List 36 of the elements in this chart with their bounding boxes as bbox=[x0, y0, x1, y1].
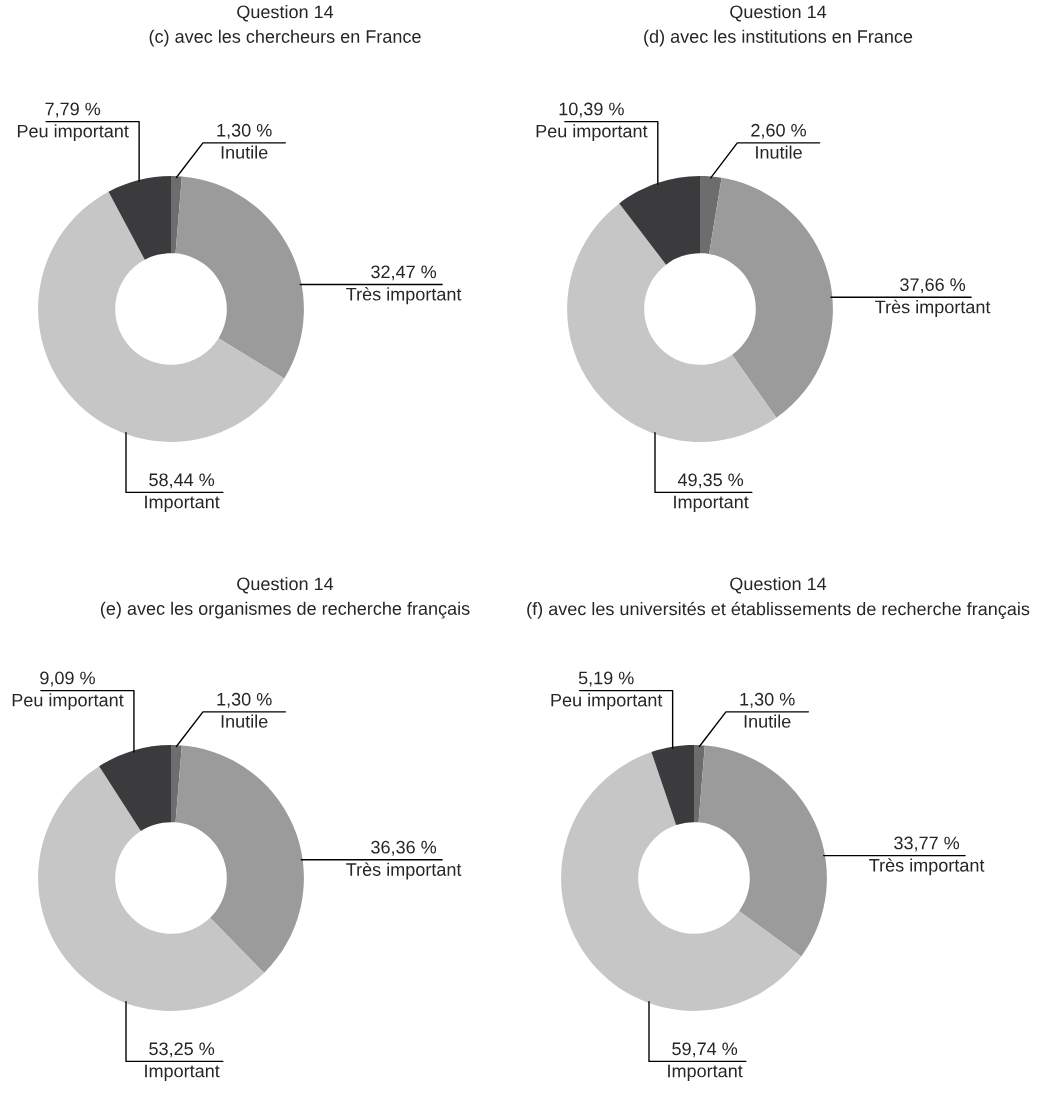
slice-label: Peu important bbox=[536, 124, 648, 142]
data-label: 53,25 % bbox=[149, 1042, 215, 1058]
slice-label: Peu important bbox=[551, 693, 663, 711]
chart-title: Question 14 (f) avec les universités et établissements de recherche français bbox=[527, 577, 1030, 619]
slice-label: Peu important bbox=[12, 693, 124, 711]
data-label: 33,77 % bbox=[894, 836, 960, 852]
slice-label: Très important bbox=[875, 299, 991, 317]
data-label: 59,74 % bbox=[672, 1042, 738, 1058]
chart-title: Question 14 (c) avec les chercheurs en France bbox=[149, 5, 421, 47]
slice-label: Inutile bbox=[744, 714, 791, 728]
data-label: 37,66 % bbox=[900, 278, 966, 294]
slice-label: Important bbox=[145, 1064, 220, 1081]
data-label: 58,44 % bbox=[149, 473, 215, 489]
slice-label: Inutile bbox=[221, 714, 268, 728]
slice-label: Peu important bbox=[17, 124, 129, 142]
data-label: 1,30 % bbox=[740, 692, 795, 708]
data-label: 1,30 % bbox=[217, 692, 272, 708]
data-label: 10,39 % bbox=[559, 102, 624, 118]
data-label: 36,36 % bbox=[371, 840, 437, 856]
data-label: 2,60 % bbox=[751, 123, 806, 139]
data-label: 9,09 % bbox=[40, 671, 95, 687]
chart-title: Question 14 (e) avec les organismes de recherche français bbox=[100, 577, 470, 619]
data-label: 49,35 % bbox=[677, 473, 744, 489]
data-label: 7,79 % bbox=[45, 102, 101, 118]
slice-label: Important bbox=[145, 495, 220, 512]
data-label: 5,19 % bbox=[578, 671, 634, 687]
slice-label: Important bbox=[674, 495, 749, 512]
slice-label: Très important bbox=[869, 858, 985, 876]
chart-title: Question 14 (d) avec les institutions en France bbox=[644, 5, 913, 47]
slice-label: Inutile bbox=[756, 145, 802, 159]
slice-label: Très important bbox=[346, 862, 462, 880]
slice-label: Inutile bbox=[221, 145, 268, 159]
slice-label: Important bbox=[668, 1064, 743, 1081]
slice-label: Très important bbox=[346, 287, 462, 305]
data-label: 32,47 % bbox=[371, 265, 437, 281]
data-label: 1,30 % bbox=[217, 123, 272, 139]
